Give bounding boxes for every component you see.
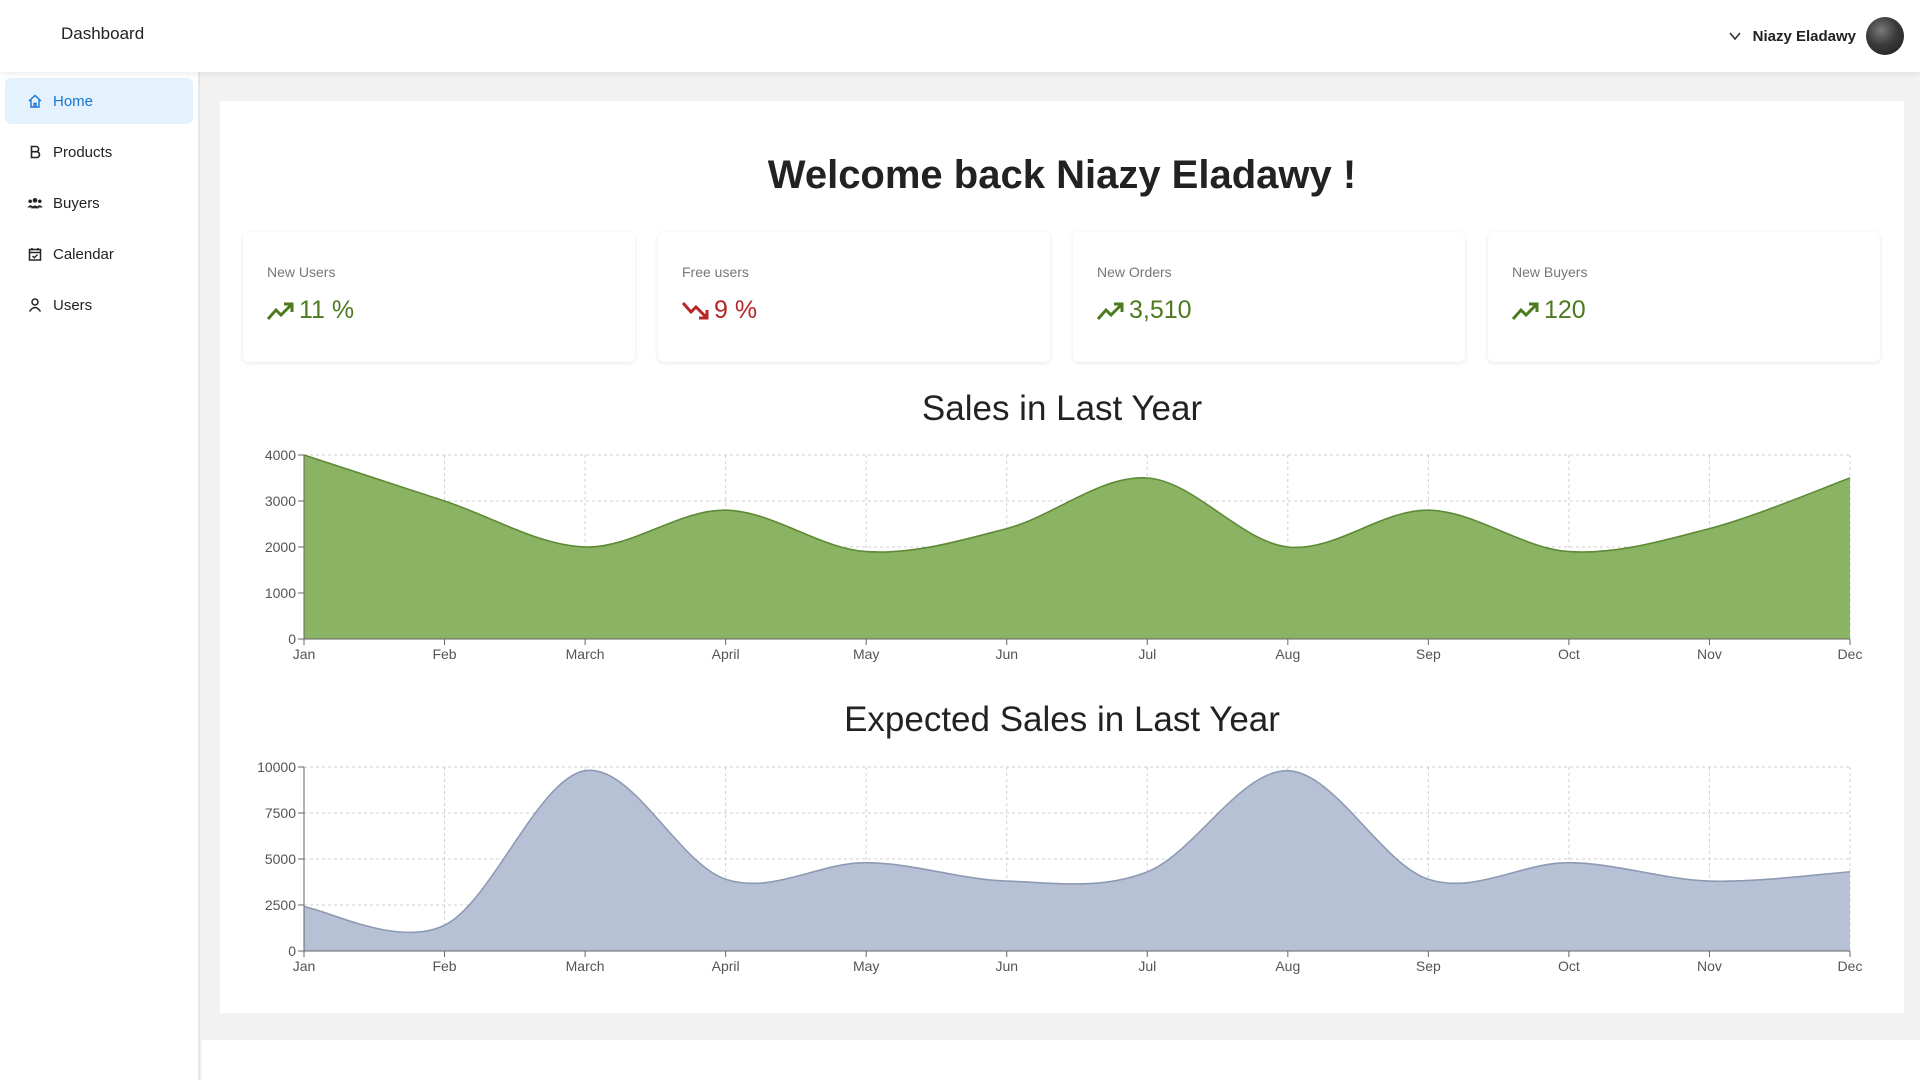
x-tick-label: Jul — [1138, 958, 1156, 974]
footer-strip — [202, 1040, 1920, 1080]
stat-card-new-orders: New Orders 3,510 — [1073, 232, 1465, 362]
sidebar-item-products[interactable]: Products — [5, 129, 193, 175]
y-tick-label: 3000 — [265, 493, 296, 509]
x-tick-label: May — [853, 958, 879, 974]
stat-value: 9 % — [682, 296, 757, 325]
sidebar-item-users[interactable]: Users — [5, 282, 193, 328]
stat-value-text: 120 — [1544, 296, 1586, 324]
x-tick-label: Feb — [432, 646, 456, 662]
chart-title-expected-sales: Expected Sales in Last Year — [844, 700, 1280, 739]
stat-value-text: 9 % — [714, 296, 758, 324]
y-tick-label: 10000 — [257, 759, 296, 775]
x-tick-label: April — [712, 958, 740, 974]
x-tick-label: May — [853, 646, 879, 662]
series-line — [303, 454, 1851, 553]
stat-label: New Users — [267, 264, 336, 280]
chart-title-sales: Sales in Last Year — [921, 389, 1203, 428]
x-tick-label: Sep — [1416, 646, 1441, 662]
sidebar: Home Products Buyers Calendar Users — [0, 72, 200, 1080]
x-tick-label: Dec — [1838, 958, 1863, 974]
trending-up-icon — [267, 302, 294, 320]
series-line — [303, 769, 1851, 934]
sidebar-item-label: Buyers — [53, 194, 100, 212]
user-menu-button[interactable]: Niazy Eladawy — [1727, 14, 1904, 58]
x-tick-label: Dec — [1838, 646, 1863, 662]
x-tick-label: March — [566, 646, 605, 662]
stat-card-new-buyers: New Buyers 120 — [1488, 232, 1880, 362]
x-tick-label: Aug — [1275, 958, 1300, 974]
y-tick-label: 2000 — [265, 539, 296, 555]
x-tick-label: March — [566, 958, 605, 974]
x-tick-label: Jan — [293, 958, 316, 974]
home-icon — [27, 93, 43, 109]
sidebar-item-label: Products — [53, 143, 113, 161]
x-tick-label: April — [712, 646, 740, 662]
x-tick-label: Feb — [432, 958, 456, 974]
stat-label: Free users — [682, 264, 749, 280]
user-name: Niazy Eladawy — [1752, 27, 1856, 45]
top-app-bar: Dashboard Niazy Eladawy — [0, 0, 1920, 72]
stat-card-free-users: Free users 9 % — [658, 232, 1050, 362]
sidebar-item-calendar[interactable]: Calendar — [5, 231, 193, 277]
page-title: Welcome back Niazy Eladawy ! — [767, 153, 1357, 197]
chevron-down-icon — [1728, 32, 1741, 41]
people-icon — [27, 195, 43, 211]
calendar-icon — [27, 246, 43, 262]
sidebar-item-home[interactable]: Home — [5, 78, 193, 124]
x-tick-label: Oct — [1558, 958, 1580, 974]
stat-label: New Buyers — [1512, 264, 1588, 280]
y-tick-label: 5000 — [265, 851, 296, 867]
stat-card-new-users: New Users 11 % — [243, 232, 635, 362]
stat-label: New Orders — [1097, 264, 1172, 280]
sidebar-item-buyers[interactable]: Buyers — [5, 180, 193, 226]
trending-down-icon — [682, 301, 709, 319]
x-tick-label: Nov — [1697, 646, 1722, 662]
x-tick-label: Nov — [1697, 958, 1722, 974]
stat-value: 11 % — [267, 296, 354, 325]
y-tick-label: 4000 — [265, 447, 296, 463]
x-tick-label: Jun — [995, 958, 1018, 974]
y-tick-label: 1000 — [265, 585, 296, 601]
y-tick-label: 7500 — [265, 805, 296, 821]
y-tick-label: 0 — [288, 943, 296, 959]
dashboard-card: Welcome back Niazy Eladawy ! New Users 1… — [220, 101, 1904, 1013]
x-tick-label: Oct — [1558, 646, 1580, 662]
bold-b-icon — [27, 144, 43, 160]
x-tick-label: Jun — [995, 646, 1018, 662]
x-tick-label: Jan — [293, 646, 316, 662]
app-title: Dashboard — [61, 24, 145, 43]
stat-value: 3,510 — [1097, 296, 1192, 325]
expected-sales-area-chart: 0 2500 5000 7500 10000 Jan Feb March April May Jun… — [257, 759, 1863, 974]
y-tick-label: 0 — [288, 631, 296, 647]
sidebar-item-label: Home — [53, 92, 94, 110]
series-area — [304, 770, 1850, 951]
user-icon — [27, 297, 43, 313]
trending-up-icon — [1097, 302, 1124, 320]
avatar[interactable] — [1866, 17, 1904, 55]
sidebar-item-label: Calendar — [53, 245, 114, 263]
x-tick-label: Jul — [1138, 646, 1156, 662]
sidebar-item-label: Users — [53, 296, 93, 314]
y-tick-label: 2500 — [265, 897, 296, 913]
stat-value: 120 — [1512, 296, 1586, 325]
series-area — [304, 455, 1850, 639]
stat-value-text: 3,510 — [1129, 296, 1192, 324]
sales-area-chart: 0 1000 2000 3000 4000 Jan Feb March April May Jun J… — [265, 447, 1863, 662]
x-tick-label: Sep — [1416, 958, 1441, 974]
x-tick-label: Aug — [1275, 646, 1300, 662]
stat-value-text: 11 % — [299, 296, 355, 324]
trending-up-icon — [1512, 302, 1539, 320]
